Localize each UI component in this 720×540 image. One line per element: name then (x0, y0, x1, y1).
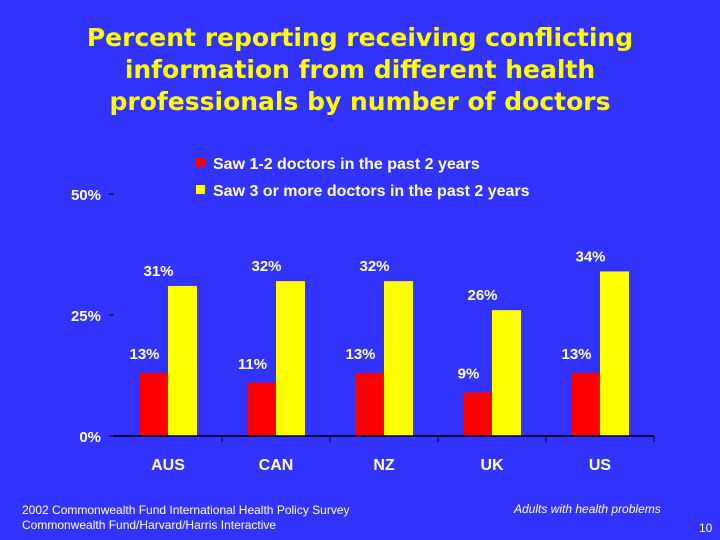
bar-data-label: 26% (467, 287, 497, 304)
chart-title: Percent reporting receiving conflicting … (0, 22, 720, 118)
bar-us-series-1 (572, 373, 601, 436)
category-label: CAN (259, 457, 294, 474)
bar-data-label: 13% (561, 346, 591, 363)
bar-aus-series-1 (140, 373, 169, 436)
bar-data-label: 32% (359, 258, 389, 275)
bar-data-label: 11% (238, 356, 267, 373)
bar-uk-series-1 (464, 392, 493, 436)
bar-nz-series-1 (356, 373, 385, 436)
bar-data-label: 31% (143, 263, 173, 280)
bar-uk-series-2 (492, 310, 521, 436)
y-tick-label: 0% (79, 429, 101, 446)
legend-label-2: Saw 3 or more doctors in the past 2 year… (213, 183, 530, 200)
title-line-1: Percent reporting receiving conflicting (86, 23, 634, 52)
legend-swatch-1 (196, 158, 205, 167)
category-label: UK (480, 457, 504, 474)
bar-data-label: 13% (129, 346, 159, 363)
bar-can-series-2 (276, 281, 305, 436)
y-tick-label: 25% (71, 308, 101, 325)
bar-us-series-2 (600, 271, 629, 436)
category-label: AUS (151, 457, 185, 474)
source-line-2: Commonwealth Fund/Harvard/Harris Interac… (22, 518, 277, 532)
source-citation: 2002 Commonwealth Fund International Hea… (22, 503, 350, 533)
legend-label-1: Saw 1-2 doctors in the past 2 years (213, 156, 480, 173)
bar-can-series-1 (248, 382, 277, 436)
category-label: NZ (373, 457, 395, 474)
bar-data-label: 32% (251, 258, 281, 275)
legend-swatch-2 (196, 185, 205, 194)
bar-data-label: 9% (458, 365, 480, 382)
source-line-1: 2002 Commonwealth Fund International Hea… (22, 503, 350, 517)
bar-nz-series-2 (384, 281, 413, 436)
title-line-2: information from different health (124, 55, 596, 84)
category-label: US (589, 457, 612, 474)
y-tick-label: 50% (71, 187, 101, 204)
population-note: Adults with health problems (514, 502, 661, 516)
bar-aus-series-2 (168, 285, 197, 436)
title-line-3: professionals by number of doctors (109, 87, 611, 116)
bar-data-label: 13% (345, 346, 375, 363)
bar-data-label: 34% (575, 248, 605, 265)
page-number: 10 (699, 521, 713, 535)
